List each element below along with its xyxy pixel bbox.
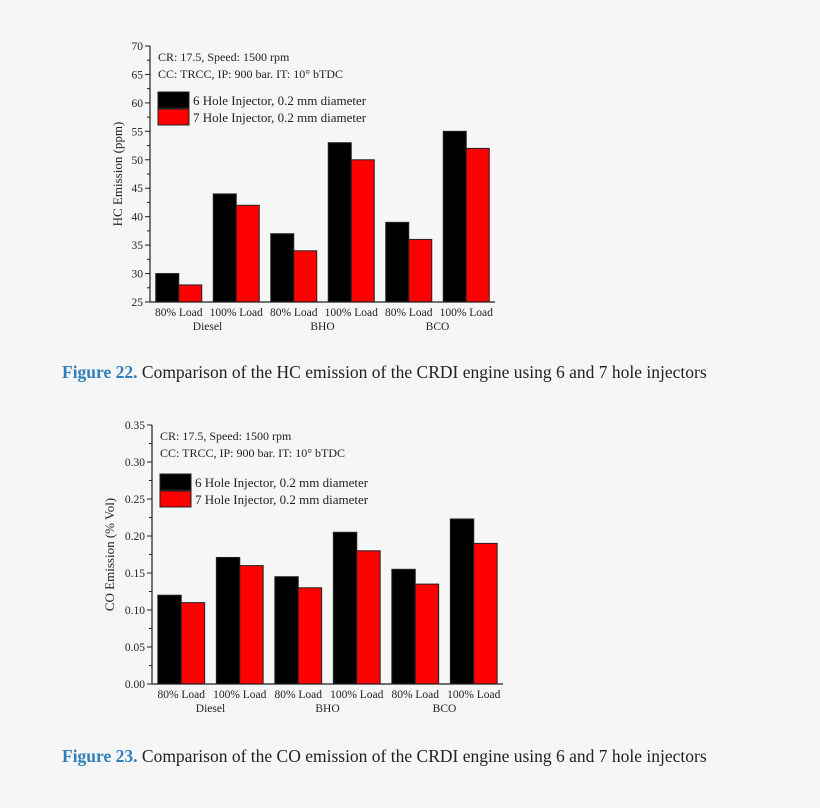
y-tick-label: 55: [132, 126, 144, 138]
figure-label: Figure 23.: [62, 746, 138, 766]
y-tick-label: 0.30: [125, 457, 145, 469]
x-category-label: 100% Load: [210, 307, 264, 319]
x-category-label: 80% Load: [274, 689, 322, 701]
bar-six-hole: [215, 556, 241, 685]
x-category-label: 80% Load: [385, 307, 433, 319]
legend-label: 6 Hole Injector, 0.2 mm diameter: [193, 93, 367, 108]
y-tick-label: 0.00: [125, 679, 145, 691]
legend-label: 7 Hole Injector, 0.2 mm diameter: [193, 110, 367, 125]
y-tick-label: 0.20: [125, 531, 145, 543]
bar-six-hole: [332, 531, 358, 685]
y-axis-label: CO Emission (% Vol): [102, 498, 117, 611]
condition-annotation: CC: TRCC, IP: 900 bar. IT: 10° bTDC: [158, 67, 343, 81]
x-category-label: 100% Load: [330, 689, 384, 701]
y-tick-label: 0.10: [125, 605, 145, 617]
y-tick-label: 25: [132, 297, 144, 309]
co-emission-chart: 0.00 0.05 0.10 0.15 0.20 0.25 0.30 0.35 CO Emiss…: [102, 420, 503, 715]
x-group-label: BCO: [433, 703, 457, 715]
bar-six-hole: [449, 518, 475, 685]
y-tick-label: 30: [132, 269, 144, 281]
condition-annotation: CR: 17.5, Speed: 1500 rpm: [160, 429, 292, 443]
legend-swatch-seven-hole: [157, 108, 190, 126]
y-tick-label: 50: [132, 155, 144, 167]
bar-seven-hole: [239, 565, 264, 685]
legend-label: 6 Hole Injector, 0.2 mm diameter: [195, 475, 369, 490]
x-category-label: 80% Load: [155, 307, 203, 319]
x-group-label: BCO: [426, 321, 450, 333]
y-tick-label: 40: [132, 212, 144, 224]
legend-label: 7 Hole Injector, 0.2 mm diameter: [195, 492, 369, 507]
y-tick-label: 0.35: [125, 420, 145, 432]
x-category-label: 100% Load: [325, 307, 379, 319]
x-category-label: 100% Load: [213, 689, 267, 701]
bar-six-hole: [274, 576, 299, 685]
y-tick-label: 45: [132, 183, 144, 195]
bar-seven-hole: [180, 602, 206, 685]
x-category-label: 80% Load: [157, 689, 205, 701]
condition-annotation: CC: TRCC, IP: 900 bar. IT: 10° bTDC: [160, 446, 345, 460]
caption-text: Comparison of the CO emission of the CRD…: [137, 746, 707, 766]
figure-22-caption: Figure 22. Comparison of the HC emission…: [62, 362, 707, 383]
y-tick-label: 0.15: [125, 568, 145, 580]
legend-swatch-six-hole: [157, 91, 190, 109]
condition-annotation: CR: 17.5, Speed: 1500 rpm: [158, 50, 290, 64]
hc-emission-chart: 25 30 35 40 45 50 55 60 65 70 HC Emission (ppm) 80%…: [110, 41, 495, 333]
bar-seven-hole: [473, 542, 498, 685]
bar-seven-hole: [356, 550, 381, 685]
y-tick-label: 35: [132, 240, 144, 252]
y-axis-label: HC Emission (ppm): [110, 122, 125, 227]
bar-six-hole: [157, 594, 182, 685]
y-tick-label: 0.25: [125, 494, 145, 506]
legend-swatch-seven-hole: [159, 490, 192, 508]
bar-seven-hole: [414, 583, 440, 685]
x-group-label: BHO: [310, 321, 334, 333]
bar-seven-hole: [297, 587, 323, 685]
x-group-label: BHO: [315, 703, 339, 715]
y-tick-label: 70: [132, 41, 144, 53]
x-category-label: 80% Load: [391, 689, 439, 701]
bar-six-hole: [391, 568, 416, 685]
caption-text: Comparison of the HC emission of the CRD…: [137, 362, 707, 382]
y-tick-label: 65: [132, 69, 144, 81]
x-category-label: 100% Load: [440, 307, 494, 319]
figure-label: Figure 22.: [62, 362, 138, 382]
y-tick-label: 60: [132, 98, 144, 110]
y-tick-label: 0.05: [125, 642, 145, 654]
x-group-label: Diesel: [193, 321, 222, 333]
x-group-label: Diesel: [196, 703, 225, 715]
x-category-label: 80% Load: [270, 307, 318, 319]
legend-swatch-six-hole: [159, 473, 192, 491]
figure-23-caption: Figure 23. Comparison of the CO emission…: [62, 746, 707, 767]
x-category-label: 100% Load: [447, 689, 501, 701]
